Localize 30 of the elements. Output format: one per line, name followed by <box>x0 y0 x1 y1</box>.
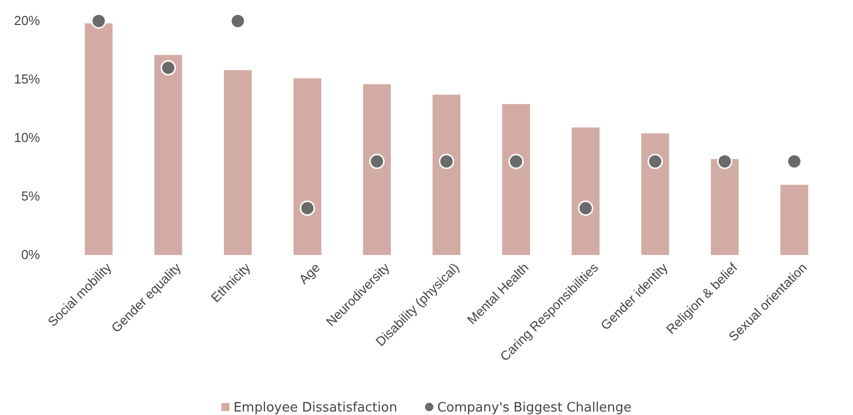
point <box>717 154 732 170</box>
point <box>369 154 385 170</box>
bar <box>572 127 600 255</box>
bar <box>710 159 739 255</box>
bar <box>780 184 808 255</box>
bar <box>224 70 252 255</box>
point <box>648 154 663 170</box>
bar <box>293 78 322 255</box>
point <box>91 13 106 29</box>
point <box>438 154 454 170</box>
point <box>160 60 176 76</box>
point <box>578 200 594 216</box>
y-tick-label: 0% <box>21 247 40 262</box>
bar <box>363 84 391 255</box>
y-tick-label: 5% <box>21 188 40 204</box>
point <box>230 13 246 29</box>
legend-label: Company's Biggest Challenge <box>437 400 632 415</box>
y-tick-label: 10% <box>14 130 40 146</box>
point <box>300 200 316 216</box>
x-tick-label: Age <box>296 260 323 287</box>
y-tick-label: 20% <box>14 13 40 28</box>
legend-label: Employee Dissatisfaction <box>233 400 398 415</box>
bar <box>84 23 113 255</box>
point <box>786 154 802 170</box>
bar <box>641 133 670 255</box>
bar <box>432 94 460 255</box>
point <box>508 154 524 170</box>
bar <box>154 54 182 255</box>
bar <box>502 104 530 255</box>
y-tick-label: 15% <box>14 72 40 87</box>
